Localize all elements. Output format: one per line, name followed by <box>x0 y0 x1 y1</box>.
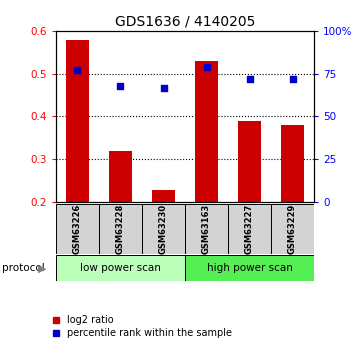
Point <box>247 76 252 82</box>
Point <box>118 83 123 88</box>
Text: GSM63227: GSM63227 <box>245 204 254 254</box>
Bar <box>142 204 185 254</box>
Bar <box>195 61 218 202</box>
Bar <box>152 190 175 202</box>
Bar <box>185 204 228 254</box>
Bar <box>109 151 132 202</box>
Bar <box>56 204 99 254</box>
Text: GSM63228: GSM63228 <box>116 204 125 254</box>
Point <box>161 86 166 91</box>
Point <box>75 68 81 73</box>
Text: GSM63226: GSM63226 <box>73 203 82 254</box>
Text: high power scan: high power scan <box>206 263 292 273</box>
Bar <box>281 125 304 202</box>
Point <box>290 76 295 82</box>
Bar <box>99 204 142 254</box>
Bar <box>271 204 314 254</box>
Text: ▶: ▶ <box>38 263 47 273</box>
Bar <box>238 121 261 202</box>
Title: GDS1636 / 4140205: GDS1636 / 4140205 <box>115 14 255 29</box>
Bar <box>185 255 314 281</box>
Text: low power scan: low power scan <box>80 263 161 273</box>
Bar <box>228 204 271 254</box>
Text: GSM63230: GSM63230 <box>159 204 168 254</box>
Text: GSM63229: GSM63229 <box>288 204 297 254</box>
Text: GSM63163: GSM63163 <box>202 204 211 254</box>
Text: protocol: protocol <box>2 263 44 273</box>
Bar <box>56 255 185 281</box>
Legend: log2 ratio, percentile rank within the sample: log2 ratio, percentile rank within the s… <box>52 315 232 338</box>
Point <box>204 64 209 70</box>
Bar <box>66 40 89 202</box>
